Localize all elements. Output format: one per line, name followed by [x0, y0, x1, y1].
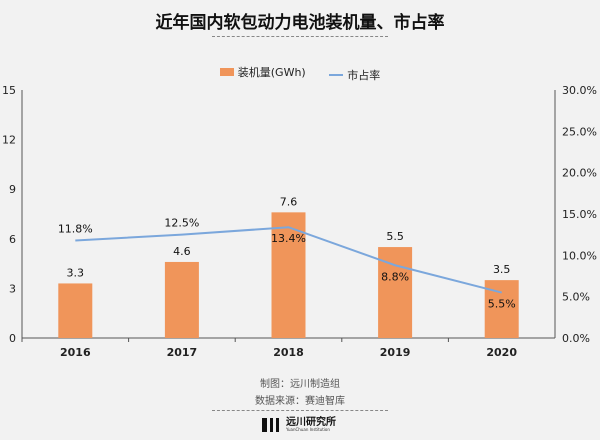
legend-swatch-line [329, 74, 344, 76]
line-data-label: 12.5% [164, 217, 199, 230]
footer-divider [212, 410, 388, 411]
y-tick-label: 15 [2, 84, 16, 97]
bar [58, 283, 93, 338]
logo: 远川研究所 YuanChuan Institution [262, 417, 336, 433]
legend-swatch-bar [219, 68, 234, 76]
bar-data-label: 4.6 [173, 245, 191, 258]
title-divider [212, 36, 388, 37]
bar [164, 261, 199, 338]
legend-item-line: 市占率 [329, 67, 380, 83]
y-tick-label: 6 [9, 233, 16, 246]
x-tick-label: 2018 [273, 346, 304, 359]
source-text: 数据来源：赛迪智库 [255, 396, 345, 407]
x-tick-label: 2019 [380, 346, 411, 359]
logo-subtext: YuanChuan Institution [286, 427, 330, 432]
x-tick-label: 2017 [167, 346, 198, 359]
y-tick-label: 9 [9, 183, 16, 196]
y2-tick-label: 25.0% [562, 125, 597, 138]
line-data-label: 13.4% [271, 232, 306, 245]
line-data-label: 8.8% [381, 270, 409, 283]
credit-text: 制图：远川制造组 [260, 379, 340, 390]
y2-tick-label: 15.0% [562, 208, 597, 221]
line-series [75, 226, 502, 294]
y-tick-label: 3 [9, 282, 16, 295]
y2-tick-label: 10.0% [562, 249, 597, 262]
logo-text: 远川研究所 [286, 417, 336, 428]
y2-tick-label: 20.0% [562, 167, 597, 180]
y2-tick-label: 5.0% [562, 291, 590, 304]
chart-title: 近年国内软包动力电池装机量、市占率 [155, 13, 445, 33]
legend-label: 市占率 [347, 69, 381, 82]
y-tick-label: 0 [9, 332, 16, 345]
bar-data-label: 3.5 [493, 263, 511, 276]
logo-mark-icon [262, 418, 279, 432]
legend-label: 装机量(GWh) [237, 66, 306, 79]
y-tick-label: 12 [2, 134, 16, 147]
y2-tick-label: 30.0% [562, 84, 597, 97]
line-data-label: 11.8% [58, 222, 93, 235]
legend-item-bar: 装机量(GWh) [219, 64, 306, 80]
x-tick-label: 2020 [486, 346, 517, 359]
y2-tick-label: 0.0% [562, 332, 590, 345]
bar-data-label: 5.5 [386, 230, 404, 243]
bar-data-label: 3.3 [67, 266, 85, 279]
legend: 装机量(GWh) 市占率 [0, 64, 600, 83]
bar-data-label: 7.6 [280, 195, 298, 208]
line-data-label: 5.5% [488, 298, 516, 311]
bar [271, 212, 306, 338]
x-tick-label: 2016 [60, 346, 91, 359]
